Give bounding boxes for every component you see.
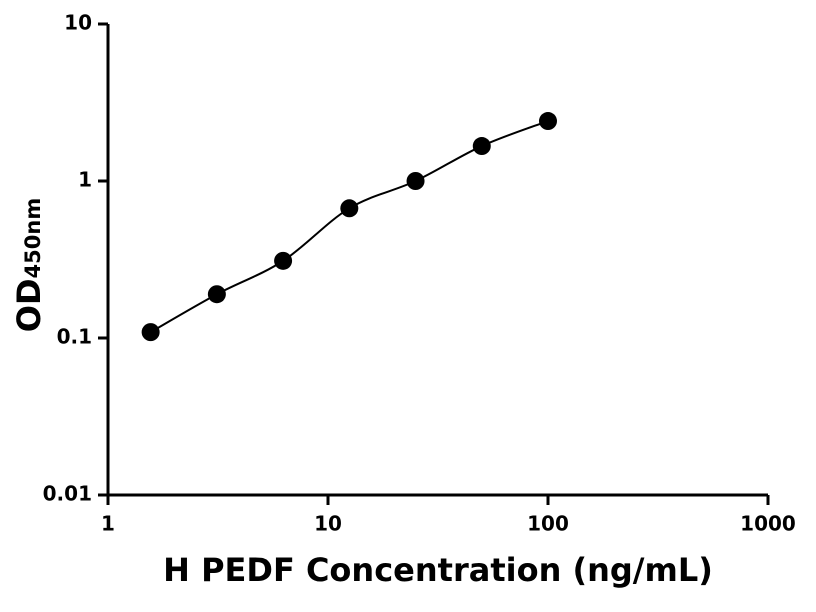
x-tick-label: 100 xyxy=(527,512,569,536)
y-axis-title: OD450nm xyxy=(10,198,48,332)
x-tick-label: 1000 xyxy=(740,512,796,536)
data-point xyxy=(472,137,491,156)
y-tick-label: 10 xyxy=(64,11,92,35)
data-point xyxy=(141,323,160,342)
data-point xyxy=(207,285,226,304)
y-tick-label: 0.1 xyxy=(57,325,92,349)
data-point xyxy=(274,251,293,270)
data-point xyxy=(406,172,425,190)
x-axis-title: H PEDF Concentration (ng/mL) xyxy=(163,551,713,589)
y-tick-label: 1 xyxy=(78,168,92,192)
data-point xyxy=(539,112,557,131)
x-tick-label: 10 xyxy=(314,512,342,536)
fit-curve xyxy=(150,120,549,333)
y-axis-title-sub: 450nm xyxy=(21,198,45,279)
data-point xyxy=(340,199,359,218)
x-tick-label: 1 xyxy=(101,512,115,536)
y-tick-label: 0.01 xyxy=(43,482,92,506)
y-axis-title-main: OD xyxy=(10,278,48,332)
